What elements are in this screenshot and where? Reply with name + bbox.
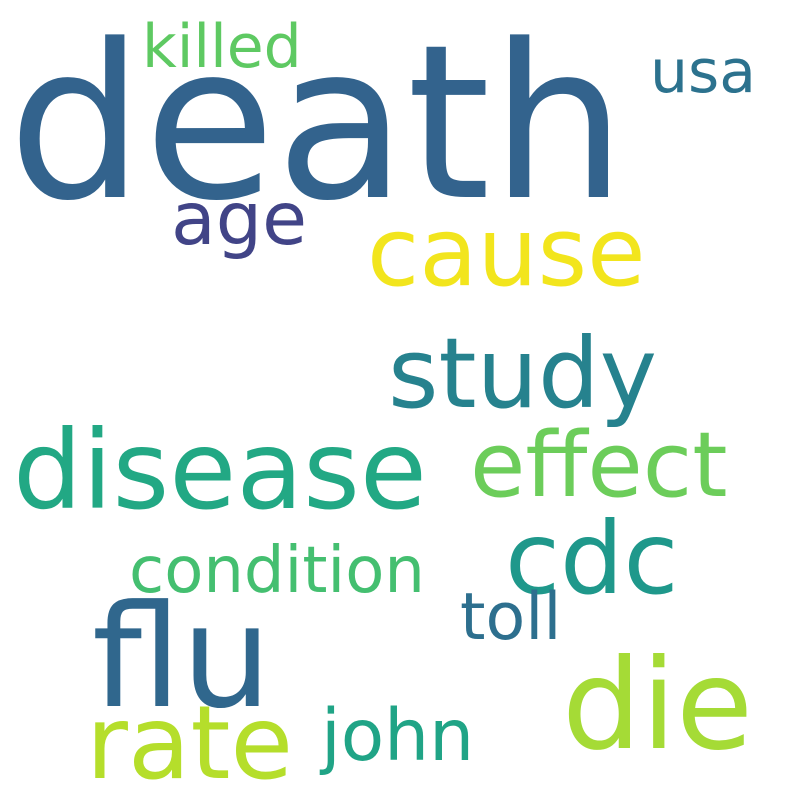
word-age: age [171,177,307,262]
word-rate: rate [86,684,294,800]
word-john: john [321,694,475,777]
word-flu: flu [92,575,272,740]
word-condition: condition [129,534,425,608]
word-die: die [562,633,753,778]
word-cause: cause [367,198,646,308]
word-effect: effect [470,413,728,518]
word-usa: usa [650,37,757,107]
word-disease: disease [13,407,427,534]
word-study: study [388,317,658,430]
word-killed: killed [142,12,302,82]
word-death: death [8,0,627,248]
word-toll: toll [460,580,562,655]
word-cdc: cdc [505,500,679,617]
